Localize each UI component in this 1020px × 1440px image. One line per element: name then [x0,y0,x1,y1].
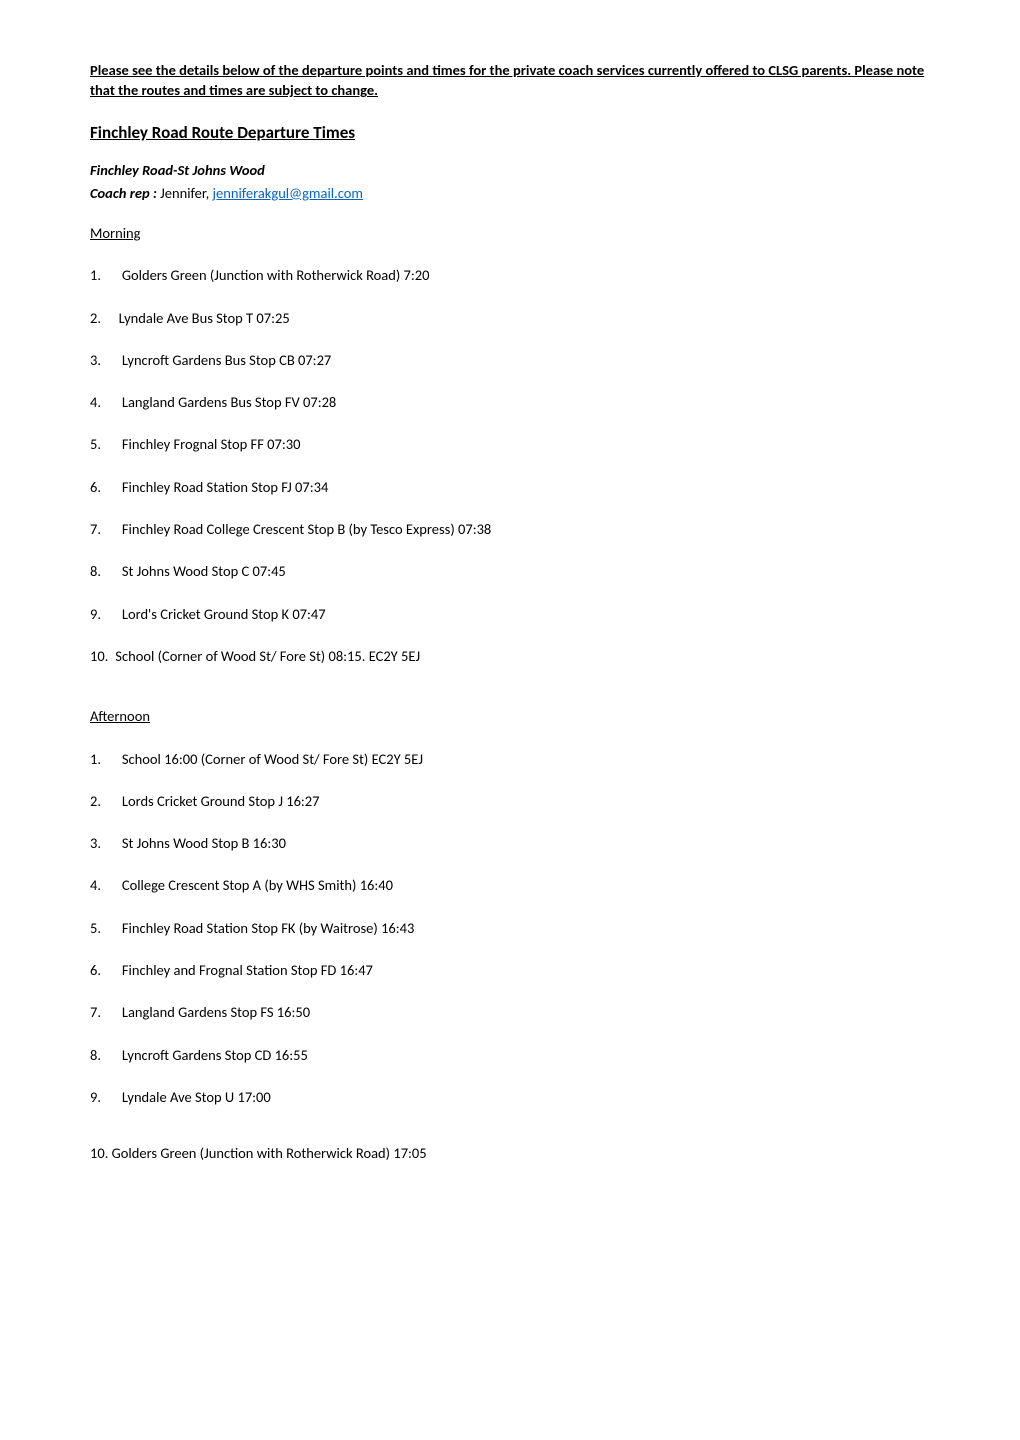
stop-number: 6. [90,477,112,497]
afternoon-stops-list: 1. School 16:00 (Corner of Wood St/ Fore… [90,749,930,1108]
stop-number: 2. [90,308,112,328]
list-item: 4. Langland Gardens Bus Stop FV 07:28 [90,392,930,412]
list-item: 1. Golders Green (Junction with Rotherwi… [90,265,930,285]
morning-heading: Morning [90,223,930,243]
list-item: 3. St Johns Wood Stop B 16:30 [90,833,930,853]
list-item: 10. School (Corner of Wood St/ Fore St) … [90,646,930,666]
stop-text: School (Corner of Wood St/ Fore St) 08:1… [112,647,420,665]
list-item: 5. Finchley Road Station Stop FK (by Wai… [90,918,930,938]
list-item: 1. School 16:00 (Corner of Wood St/ Fore… [90,749,930,769]
afternoon-final-stop: 10. Golders Green (Junction with Rotherw… [90,1143,930,1163]
stop-text: Finchley Frognal Stop FF 07:30 [122,435,301,453]
list-item: 2. Lords Cricket Ground Stop J 16:27 [90,791,930,811]
stop-text: Finchley and Frognal Station Stop FD 16:… [122,961,373,979]
list-item: 9. Lord's Cricket Ground Stop K 07:47 [90,604,930,624]
stop-text: Finchley Road Station Stop FJ 07:34 [122,478,328,496]
stop-text: Lyncroft Gardens Bus Stop CB 07:27 [122,351,331,369]
list-item: 9. Lyndale Ave Stop U 17:00 [90,1087,930,1107]
stop-text: Lords Cricket Ground Stop J 16:27 [122,792,320,810]
stop-number: 4. [90,392,112,412]
stop-number: 8. [90,1045,112,1065]
stop-text: Lyndale Ave Stop U 17:00 [122,1088,271,1106]
stop-number: 6. [90,960,112,980]
list-item: 7. Langland Gardens Stop FS 16:50 [90,1002,930,1022]
coach-rep-name: Jennifer, [160,184,212,202]
stop-text: Finchley Road Station Stop FK (by Waitro… [122,919,415,937]
stop-text: School 16:00 (Corner of Wood St/ Fore St… [122,750,423,768]
stop-text: St Johns Wood Stop B 16:30 [122,834,286,852]
stop-number: 1. [90,749,112,769]
section-title: Finchley Road Route Departure Times [90,121,930,145]
coach-rep-line: Coach rep : Jennifer, jenniferakgul@gmai… [90,183,930,203]
stop-text: St Johns Wood Stop C 07:45 [122,562,286,580]
stop-number: 9. [90,1087,112,1107]
stop-number: 9. [90,604,112,624]
stop-text: Golders Green (Junction with Rotherwick … [122,266,430,284]
stop-text: Langland Gardens Bus Stop FV 07:28 [122,393,336,411]
stop-text: Lyndale Ave Bus Stop T 07:25 [119,309,290,327]
list-item: 4. College Crescent Stop A (by WHS Smith… [90,875,930,895]
list-item: 3. Lyncroft Gardens Bus Stop CB 07:27 [90,350,930,370]
stop-text: Finchley Road College Crescent Stop B (b… [122,520,491,538]
stop-text: Langland Gardens Stop FS 16:50 [122,1003,310,1021]
list-item: 6. Finchley Road Station Stop FJ 07:34 [90,477,930,497]
stop-number: 4. [90,875,112,895]
coach-rep-label: Coach rep : [90,184,160,202]
stop-number: 5. [90,434,112,454]
list-item: 8. Lyncroft Gardens Stop CD 16:55 [90,1045,930,1065]
morning-stops-list: 1. Golders Green (Junction with Rotherwi… [90,265,930,666]
list-item: 5. Finchley Frognal Stop FF 07:30 [90,434,930,454]
list-item: 8. St Johns Wood Stop C 07:45 [90,561,930,581]
stop-number: 8. [90,561,112,581]
route-name: Finchley Road-St Johns Wood [90,160,930,180]
coach-rep-email-link[interactable]: jenniferakgul@gmail.com [213,184,363,202]
stop-text: Lord's Cricket Ground Stop K 07:47 [122,605,326,623]
list-item: 2. Lyndale Ave Bus Stop T 07:25 [90,308,930,328]
list-item: 6. Finchley and Frognal Station Stop FD … [90,960,930,980]
stop-number: 1. [90,265,112,285]
list-item: 7. Finchley Road College Crescent Stop B… [90,519,930,539]
stop-number: 7. [90,519,112,539]
stop-number: 7. [90,1002,112,1022]
stop-text: Lyncroft Gardens Stop CD 16:55 [122,1046,308,1064]
stop-number: 5. [90,918,112,938]
stop-text: College Crescent Stop A (by WHS Smith) 1… [122,876,393,894]
intro-text: Please see the details below of the depa… [90,60,930,101]
stop-number: 3. [90,350,112,370]
stop-number: 10. [90,646,112,666]
afternoon-heading: Afternoon [90,706,930,726]
stop-number: 3. [90,833,112,853]
stop-number: 2. [90,791,112,811]
